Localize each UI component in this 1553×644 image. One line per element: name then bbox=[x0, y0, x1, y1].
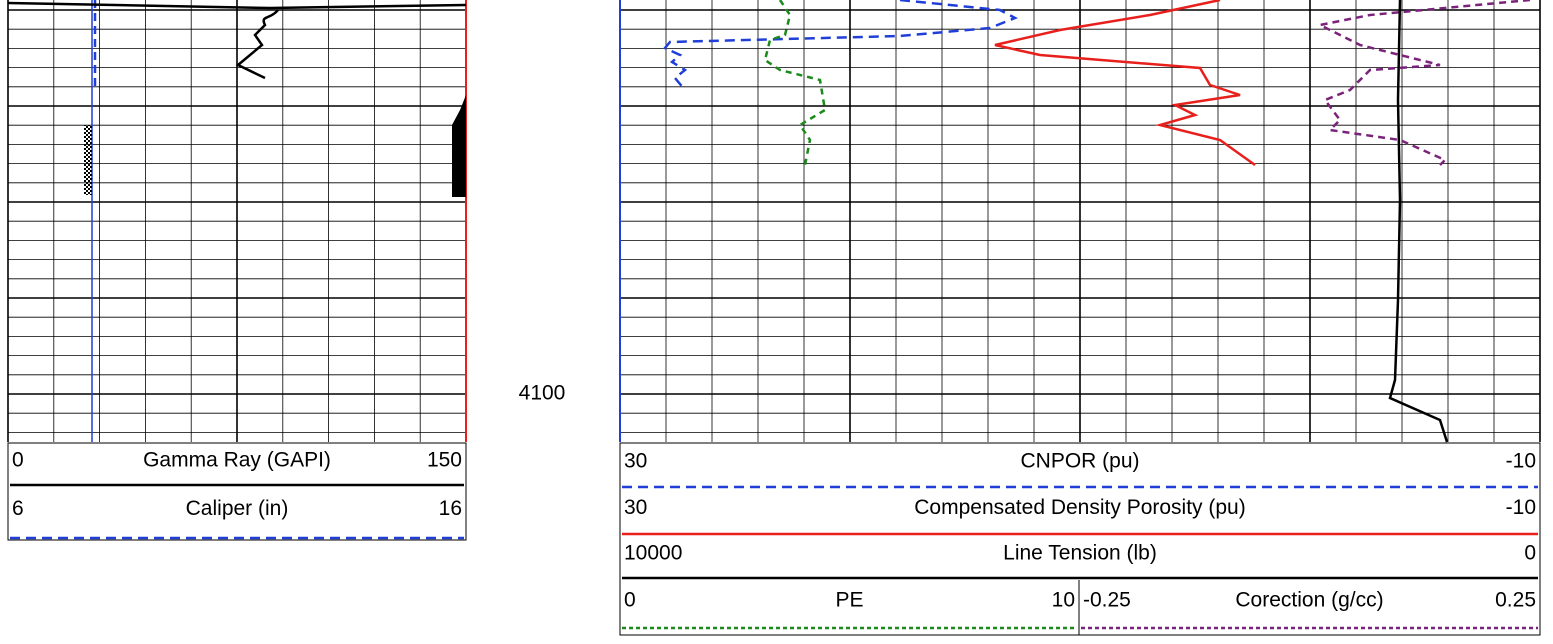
headers: 0 Gamma Ray (GAPI) 150 6 Caliper (in) 16 30 CNP… bbox=[7, 442, 1541, 636]
scale-max: 16 bbox=[439, 497, 462, 520]
curves bbox=[7, 0, 1531, 443]
scale-min: 0 bbox=[12, 449, 24, 472]
scale-min: 30 bbox=[624, 496, 647, 519]
density-porosity-curve bbox=[994, 0, 1256, 167]
curve-name: Compensated Density Porosity (pu) bbox=[914, 496, 1245, 519]
scale-max: 150 bbox=[427, 449, 462, 472]
header-frame bbox=[619, 442, 1541, 636]
scale-min: 30 bbox=[624, 450, 647, 473]
scale-min: -0.25 bbox=[1083, 589, 1131, 612]
line-tension-curve bbox=[1388, 0, 1449, 443]
cnpor-curve bbox=[663, 0, 1018, 91]
curve-name: Caliper (in) bbox=[186, 497, 289, 520]
grid bbox=[7, 0, 1541, 442]
scale-max: 0 bbox=[1524, 542, 1536, 565]
scale-min: 10000 bbox=[624, 542, 682, 565]
scale-max: 10 bbox=[1052, 589, 1075, 612]
corection-curve bbox=[1316, 0, 1531, 166]
gamma-ray-fill bbox=[452, 95, 466, 197]
curve-name: PE bbox=[835, 589, 863, 612]
scale-max: 0.25 bbox=[1495, 589, 1536, 612]
depth-label: 4100 bbox=[519, 382, 566, 405]
curve-name: Corection (g/cc) bbox=[1235, 589, 1383, 612]
scale-min: 6 bbox=[12, 497, 24, 520]
scale-min: 0 bbox=[624, 589, 636, 612]
header-frame bbox=[7, 442, 467, 541]
gamma-ray-curve bbox=[7, 1, 467, 80]
curve-name: CNPOR (pu) bbox=[1020, 450, 1139, 473]
pe-curve bbox=[763, 0, 827, 166]
caliper-fill bbox=[84, 125, 92, 195]
curve-name: Line Tension (lb) bbox=[1003, 542, 1157, 565]
curve-name: Gamma Ray (GAPI) bbox=[143, 449, 331, 472]
scale-max: -10 bbox=[1506, 450, 1536, 473]
scale-max: -10 bbox=[1506, 496, 1536, 519]
